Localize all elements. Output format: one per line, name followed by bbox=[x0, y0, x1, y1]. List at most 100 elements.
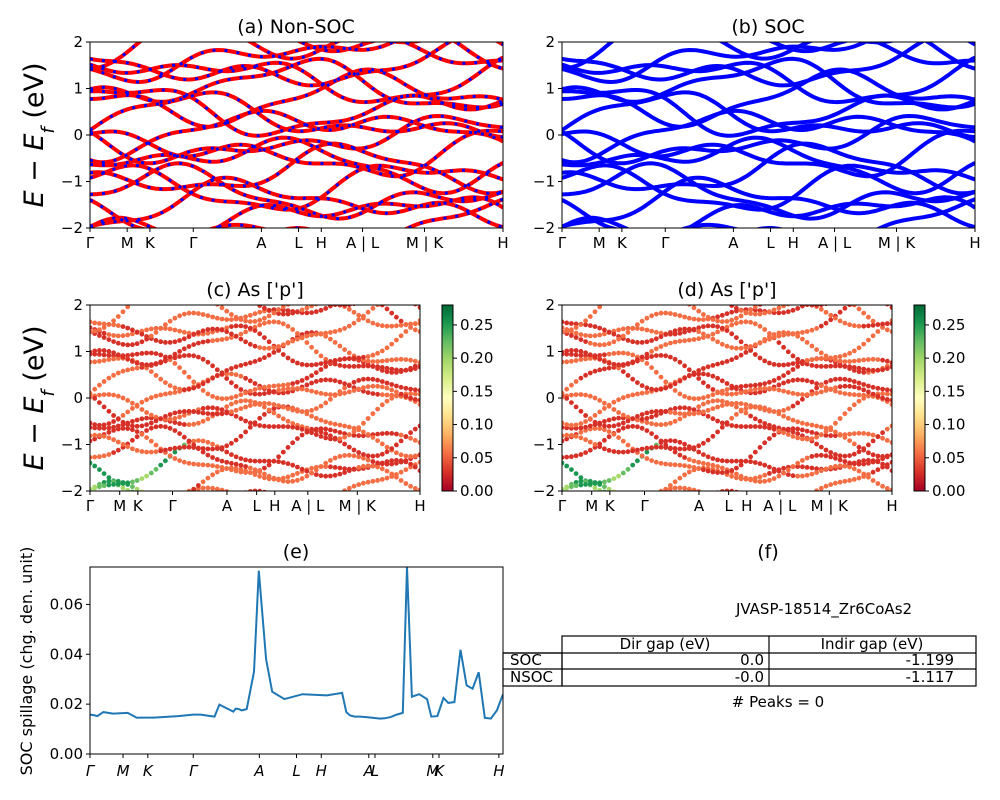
band-point bbox=[158, 498, 163, 503]
y-tick-label: 0 bbox=[73, 126, 83, 144]
band-point bbox=[417, 388, 420, 393]
band-point bbox=[583, 322, 588, 328]
band-point bbox=[155, 490, 157, 491]
band-point bbox=[106, 375, 112, 381]
band-point bbox=[233, 413, 239, 419]
band-point bbox=[205, 475, 211, 481]
band-point bbox=[649, 338, 654, 343]
band-point bbox=[158, 352, 164, 358]
band-point bbox=[417, 459, 420, 465]
band-point bbox=[356, 425, 362, 431]
band-point bbox=[88, 286, 93, 291]
band-point bbox=[323, 391, 329, 397]
band-point bbox=[295, 331, 300, 336]
band-point bbox=[719, 458, 725, 464]
band-point bbox=[597, 305, 603, 310]
band-point bbox=[139, 431, 145, 437]
band-point bbox=[706, 492, 711, 497]
band-point bbox=[356, 482, 362, 487]
band-point bbox=[210, 338, 216, 344]
band-point bbox=[672, 312, 678, 317]
band-point bbox=[771, 386, 777, 392]
band-point bbox=[752, 321, 758, 327]
band-point bbox=[412, 366, 418, 371]
band-point bbox=[238, 363, 244, 368]
band-point bbox=[701, 467, 706, 473]
band-point bbox=[338, 527, 343, 532]
band-point bbox=[771, 335, 777, 340]
band-point bbox=[398, 452, 404, 458]
band-point bbox=[762, 421, 768, 426]
k-tick-label: M bbox=[585, 497, 598, 515]
band-point bbox=[644, 327, 650, 333]
band-point bbox=[214, 367, 220, 373]
band-point bbox=[611, 489, 617, 491]
band-point bbox=[875, 385, 881, 391]
band-point bbox=[92, 436, 98, 442]
band-point bbox=[361, 522, 366, 527]
band-point bbox=[125, 356, 131, 362]
band-point bbox=[686, 411, 692, 417]
band-point bbox=[616, 336, 621, 342]
band-point bbox=[597, 367, 603, 373]
band-point bbox=[861, 310, 867, 316]
band-point bbox=[597, 487, 603, 491]
band-point bbox=[375, 453, 380, 458]
colorbar-tick-label: 0.00 bbox=[460, 482, 493, 500]
band-point bbox=[106, 337, 112, 342]
band-point bbox=[828, 378, 834, 383]
band-point bbox=[578, 429, 584, 435]
band-point bbox=[606, 329, 612, 335]
band-point bbox=[578, 435, 584, 441]
band-point bbox=[167, 446, 173, 452]
band-point bbox=[809, 379, 815, 385]
band-point bbox=[247, 378, 253, 384]
band-point bbox=[701, 440, 706, 446]
band-point bbox=[710, 387, 716, 392]
band-point bbox=[323, 460, 329, 466]
band-point bbox=[828, 425, 834, 431]
band-point bbox=[668, 291, 673, 296]
band-point bbox=[705, 437, 711, 443]
band-point bbox=[856, 461, 862, 467]
band-point bbox=[163, 424, 168, 430]
band-point bbox=[719, 319, 725, 324]
band-point bbox=[125, 487, 131, 491]
band-point bbox=[191, 353, 197, 359]
band-point bbox=[705, 394, 711, 399]
band-point bbox=[805, 494, 810, 499]
band-point bbox=[682, 314, 687, 320]
colorbar-tick-label: 0.00 bbox=[932, 482, 965, 500]
band-point bbox=[649, 409, 654, 415]
band-point bbox=[752, 424, 758, 429]
band-point bbox=[238, 373, 244, 379]
band-point bbox=[710, 416, 716, 422]
band-point bbox=[842, 453, 848, 459]
band-point bbox=[592, 485, 598, 491]
band-point bbox=[280, 386, 286, 392]
band-point bbox=[861, 323, 867, 329]
band-point bbox=[120, 368, 126, 374]
band-point bbox=[356, 454, 362, 460]
band-point bbox=[403, 434, 409, 440]
band-point bbox=[219, 396, 225, 402]
band-point bbox=[111, 350, 116, 356]
band-point bbox=[404, 297, 409, 302]
band-point bbox=[115, 370, 121, 376]
band-point bbox=[880, 367, 885, 373]
band-point bbox=[658, 353, 664, 358]
band-point bbox=[370, 391, 376, 396]
band-point bbox=[748, 387, 753, 393]
band-point bbox=[337, 305, 343, 308]
band-point bbox=[729, 317, 735, 323]
band-point bbox=[167, 340, 173, 345]
band-point bbox=[101, 392, 107, 397]
band-point bbox=[224, 410, 230, 416]
band-point bbox=[247, 360, 253, 366]
band-point bbox=[342, 390, 347, 396]
band-point bbox=[266, 308, 272, 313]
band-point bbox=[767, 471, 772, 476]
spillage-y-tick-label: 0.02 bbox=[50, 695, 83, 713]
band-point bbox=[592, 368, 598, 374]
band-point bbox=[196, 383, 201, 389]
